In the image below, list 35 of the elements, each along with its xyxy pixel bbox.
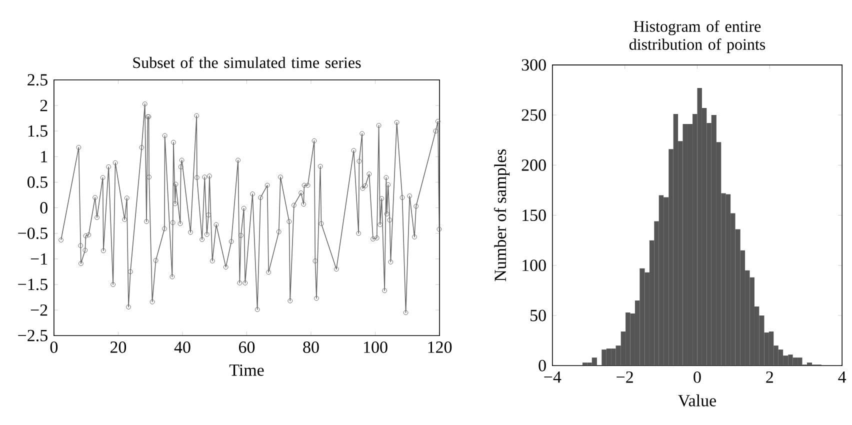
y-tick-label: 1.5: [28, 126, 48, 138]
y-tick-label: 0: [538, 360, 546, 372]
x-tick-label: −2: [616, 372, 633, 383]
y-tick-label: 300: [522, 59, 546, 71]
x-tick-label: 120: [428, 342, 452, 354]
chart-title: Histogram of entire distribution of points: [629, 20, 766, 54]
y-tick-label: 50: [530, 310, 546, 322]
y-tick-label: 2: [40, 100, 48, 112]
x-tick-label: 60: [238, 342, 255, 354]
x-tick-label: 80: [303, 342, 319, 354]
y-axis-title: Number of samples: [494, 150, 510, 282]
y-tick-label: 100: [522, 260, 546, 272]
x-axis-title: Value: [678, 394, 716, 407]
y-tick-label: −2: [30, 304, 48, 316]
y-tick-label: 1: [41, 151, 48, 162]
x-tick-label: 4: [838, 372, 846, 383]
y-tick-label: 250: [522, 110, 546, 122]
y-tick-label: −2.5: [18, 330, 48, 342]
y-tick-label: −0.5: [18, 228, 48, 240]
chart-title: Subset of the simulated time series: [133, 56, 361, 68]
x-tick-label: 40: [174, 342, 190, 354]
x-tick-label: 20: [110, 342, 126, 354]
y-tick-label: 0.5: [28, 176, 48, 188]
y-tick-label: 150: [522, 210, 546, 222]
y-tick-label: 2.5: [28, 74, 48, 86]
y-tick-label: 0: [40, 202, 48, 214]
x-tick-label: −4: [544, 372, 562, 383]
y-tick-label: 200: [522, 160, 546, 172]
y-tick-label: −1.5: [18, 279, 48, 290]
x-tick-label: 0: [50, 342, 58, 354]
x-tick-label: 2: [766, 372, 773, 383]
x-tick-label: 100: [364, 342, 388, 354]
y-tick-label: −1: [30, 254, 48, 265]
x-tick-label: 0: [694, 372, 701, 384]
x-axis-title: Time: [229, 364, 264, 376]
